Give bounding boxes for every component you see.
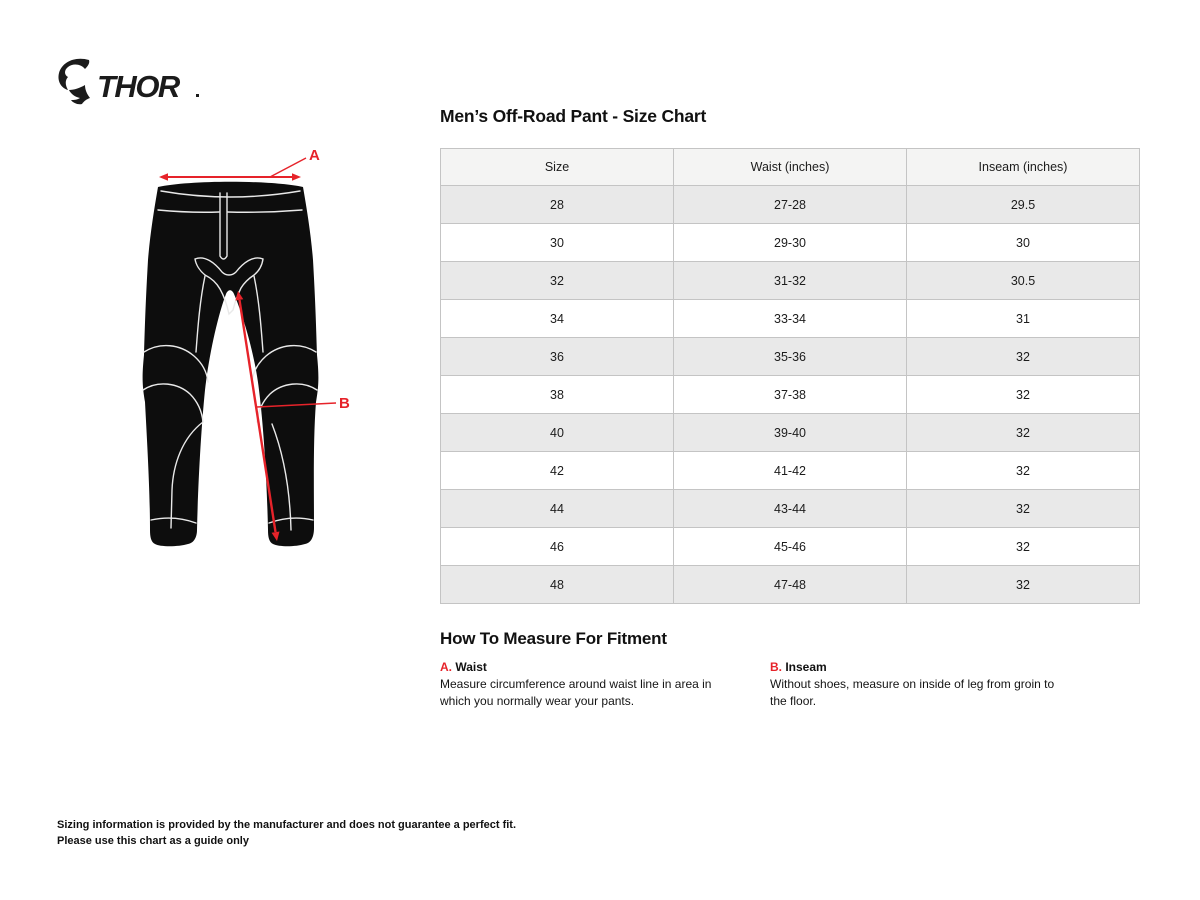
inseam-label-b: B xyxy=(339,395,350,412)
table-cell: 27-28 xyxy=(673,185,907,224)
table-cell: 32 xyxy=(906,375,1140,414)
size-chart-table: Size Waist (inches) Inseam (inches) 28 27… xyxy=(440,148,1140,604)
table-row: 28 27-28 29.5 xyxy=(440,185,1140,224)
table-cell: 47-48 xyxy=(673,565,907,604)
measure-desc-inseam: Without shoes, measure on inside of leg … xyxy=(770,677,1055,708)
how-to-measure-section: A. Waist Measure circumference around wa… xyxy=(440,660,1140,709)
thor-ram-icon xyxy=(58,58,90,105)
table-cell: 36 xyxy=(440,337,674,376)
measure-key-b: B. xyxy=(770,660,782,674)
disclaimer-line-2: Please use this chart as a guide only xyxy=(57,834,249,847)
table-cell: 39-40 xyxy=(673,413,907,452)
table-row: 44 43-44 32 xyxy=(440,489,1140,528)
table-cell: 29.5 xyxy=(906,185,1140,224)
size-chart-body: 28 27-28 29.5 30 29-30 30 32 31-32 30.5 34 33-34 31… xyxy=(440,185,1140,604)
pants-measure-diagram: A B xyxy=(142,147,350,547)
table-cell: 33-34 xyxy=(673,299,907,338)
disclaimer-line-1: Sizing information is provided by the ma… xyxy=(57,819,517,831)
table-row: 30 29-30 30 xyxy=(440,223,1140,262)
measure-item-waist: A. Waist Measure circumference around wa… xyxy=(440,660,770,709)
table-row: 46 45-46 32 xyxy=(440,527,1140,566)
table-cell: 31 xyxy=(906,299,1140,338)
measure-label-waist-text: Waist xyxy=(455,660,487,674)
table-cell: 40 xyxy=(440,413,674,452)
pants-seam-lines xyxy=(142,190,318,531)
measurement-annotations xyxy=(159,157,337,541)
table-row: 32 31-32 30.5 xyxy=(440,261,1140,300)
how-to-measure-title: How To Measure For Fitment xyxy=(440,629,667,648)
thor-logo: THOR xyxy=(58,58,199,105)
column-header-size: Size xyxy=(440,148,674,186)
table-row: 40 39-40 32 xyxy=(440,413,1140,452)
measure-key-a: A. xyxy=(440,660,452,674)
label-a-pointer xyxy=(269,157,307,178)
logo-trademark-dot xyxy=(196,94,199,97)
table-cell: 32 xyxy=(906,489,1140,528)
table-cell: 41-42 xyxy=(673,451,907,490)
measure-item-inseam: B. Inseam Without shoes, measure on insi… xyxy=(770,660,1140,709)
header-row: Size Waist (inches) Inseam (inches) xyxy=(440,148,1140,186)
table-cell: 46 xyxy=(440,527,674,566)
table-cell: 30.5 xyxy=(906,261,1140,300)
table-cell: 35-36 xyxy=(673,337,907,376)
table-cell: 28 xyxy=(440,185,674,224)
table-cell: 30 xyxy=(906,223,1140,262)
table-cell: 42 xyxy=(440,451,674,490)
size-chart-title: Men’s Off-Road Pant - Size Chart xyxy=(440,106,707,126)
table-cell: 32 xyxy=(906,413,1140,452)
size-chart-header: Size Waist (inches) Inseam (inches) xyxy=(440,148,1140,186)
measure-desc-waist: Measure circumference around waist line … xyxy=(440,677,712,708)
table-cell: 43-44 xyxy=(673,489,907,528)
table-cell: 32 xyxy=(906,337,1140,376)
table-cell: 44 xyxy=(440,489,674,528)
inseam-measure-arrow xyxy=(238,299,277,533)
table-cell: 32 xyxy=(906,565,1140,604)
table-cell: 45-46 xyxy=(673,527,907,566)
table-row: 48 47-48 32 xyxy=(440,565,1140,604)
table-cell: 38 xyxy=(440,375,674,414)
table-cell: 48 xyxy=(440,565,674,604)
table-cell: 37-38 xyxy=(673,375,907,414)
table-cell: 30 xyxy=(440,223,674,262)
table-row: 34 33-34 31 xyxy=(440,299,1140,338)
table-cell: 32 xyxy=(906,527,1140,566)
measure-label-inseam-text: Inseam xyxy=(785,660,827,674)
sizing-disclaimer: Sizing information is provided by the ma… xyxy=(57,818,516,850)
pants-silhouette xyxy=(142,181,319,547)
waist-label-a: A xyxy=(309,147,320,164)
thor-logo-text: THOR xyxy=(97,69,181,104)
table-cell: 34 xyxy=(440,299,674,338)
label-b-pointer xyxy=(256,402,337,408)
table-cell: 29-30 xyxy=(673,223,907,262)
table-row: 42 41-42 32 xyxy=(440,451,1140,490)
column-header-waist: Waist (inches) xyxy=(673,148,907,186)
table-cell: 32 xyxy=(906,451,1140,490)
measure-label-inseam: B. Inseam xyxy=(770,660,1140,674)
table-cell: 32 xyxy=(440,261,674,300)
table-row: 36 35-36 32 xyxy=(440,337,1140,376)
column-header-inseam: Inseam (inches) xyxy=(906,148,1140,186)
measure-label-waist: A. Waist xyxy=(440,660,770,674)
table-row: 38 37-38 32 xyxy=(440,375,1140,414)
table-cell: 31-32 xyxy=(673,261,907,300)
